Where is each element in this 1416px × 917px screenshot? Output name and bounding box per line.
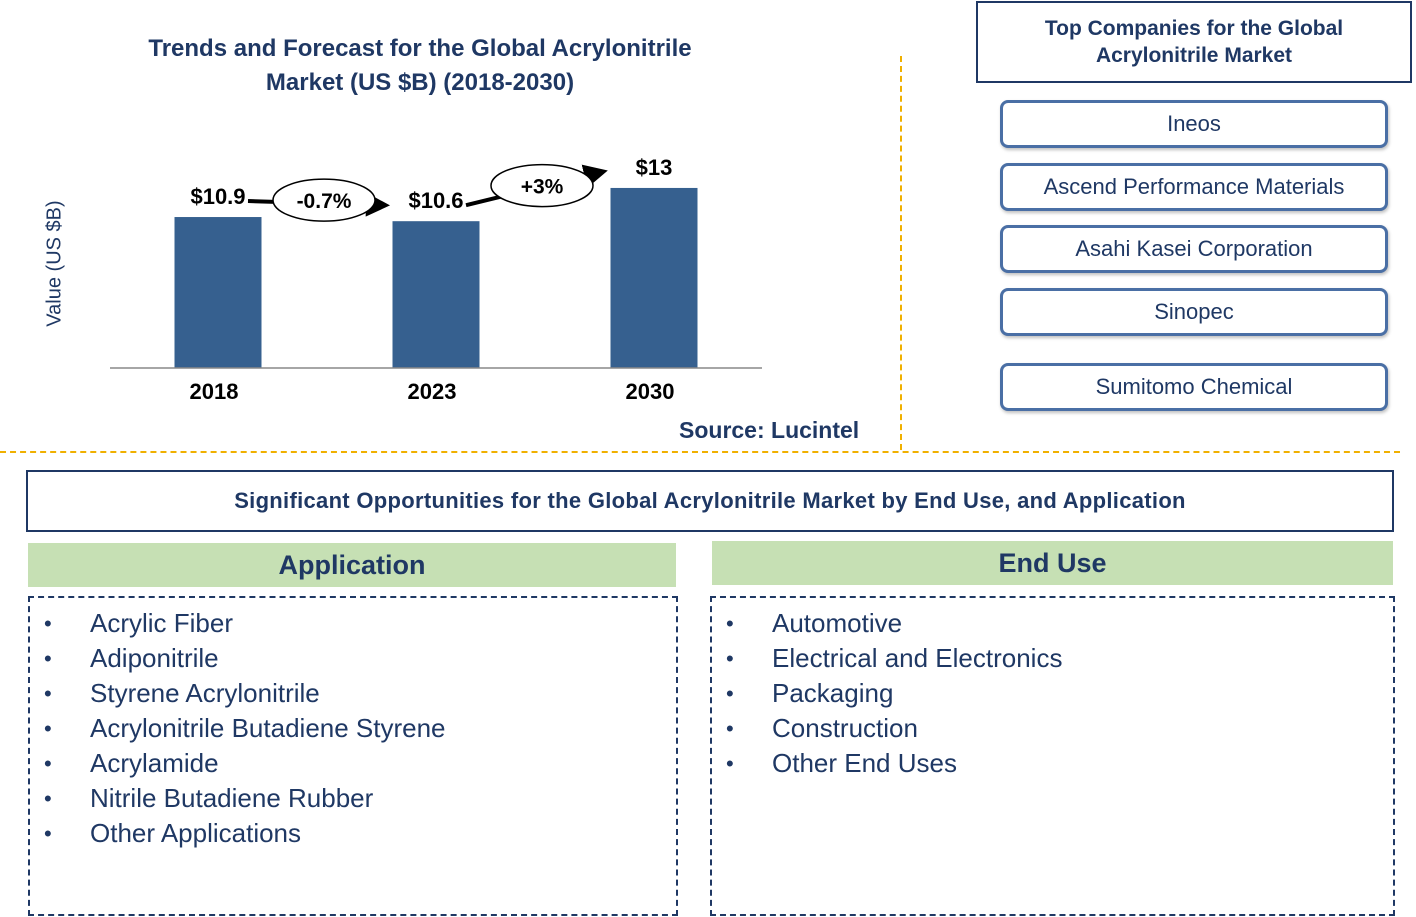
application-panel: Acrylic Fiber Adiponitrile Styrene Acryl…: [28, 596, 678, 916]
company-asahi-kasei-corporation: Asahi Kasei Corporation: [1000, 225, 1388, 273]
chart-title: Trends and Forecast for the Global Acryl…: [60, 32, 780, 100]
list-item: Acrylonitrile Butadiene Styrene: [30, 711, 676, 746]
end-use-panel: Automotive Electrical and Electronics Pa…: [710, 596, 1395, 916]
horizontal-divider: [0, 451, 1400, 453]
list-item: Packaging: [712, 676, 1393, 711]
growth-label-2: +3%: [521, 176, 564, 199]
value-label-2018: $10.9: [190, 184, 245, 209]
companies-title-line-1: Top Companies for the Global: [1044, 17, 1344, 40]
list-item: Nitrile Butadiene Rubber: [30, 781, 676, 816]
x-tick-2018: 2018: [190, 379, 239, 404]
list-item: Acrylic Fiber: [30, 606, 676, 641]
list-item: Styrene Acrylonitrile: [30, 676, 676, 711]
list-item: Acrylamide: [30, 746, 676, 781]
company-ascend-performance-materials: Ascend Performance Materials: [1000, 163, 1388, 211]
list-item: Construction: [712, 711, 1393, 746]
y-axis-label: Value (US $B): [43, 200, 66, 327]
list-item: Other End Uses: [712, 746, 1393, 781]
growth-ellipse-2: [490, 163, 594, 208]
list-item: Electrical and Electronics: [712, 641, 1393, 676]
list-item: Adiponitrile: [30, 641, 676, 676]
list-item: Other Applications: [30, 816, 676, 851]
chart-title-line-1: Trends and Forecast for the Global Acryl…: [148, 35, 692, 62]
end-use-list: Automotive Electrical and Electronics Pa…: [712, 606, 1393, 781]
vertical-divider: [900, 56, 902, 450]
opportunities-title: Significant Opportunities for the Global…: [26, 470, 1394, 532]
source-label: Source: Lucintel: [679, 417, 860, 443]
application-header: Application: [28, 543, 676, 587]
growth-ellipse-1: [272, 178, 376, 222]
growth-label-1: -0.7%: [297, 190, 352, 213]
x-tick-2023: 2023: [408, 379, 457, 404]
bar-2023: [392, 221, 480, 368]
value-label-2030: $13: [636, 155, 673, 180]
end-use-header: End Use: [712, 541, 1393, 585]
company-ineos: Ineos: [1000, 100, 1388, 148]
companies-title: Top Companies for the Global Acrylonitri…: [976, 1, 1412, 83]
bar-2018: [174, 217, 262, 368]
company-sumitomo-chemical: Sumitomo Chemical: [1000, 363, 1388, 411]
bar-2030: [610, 187, 698, 368]
bar-chart: $10.9 2018 $10.6 2023 $13 2030 -0.7% +3%: [110, 155, 762, 404]
company-sinopec: Sinopec: [1000, 288, 1388, 336]
x-tick-2030: 2030: [626, 379, 675, 404]
list-item: Automotive: [712, 606, 1393, 641]
chart-title-line-2: Market (US $B) (2018-2030): [265, 69, 575, 96]
application-list: Acrylic Fiber Adiponitrile Styrene Acryl…: [30, 606, 676, 851]
companies-title-line-2: Acrylonitrile Market: [1095, 44, 1293, 67]
value-label-2023: $10.6: [408, 188, 463, 213]
